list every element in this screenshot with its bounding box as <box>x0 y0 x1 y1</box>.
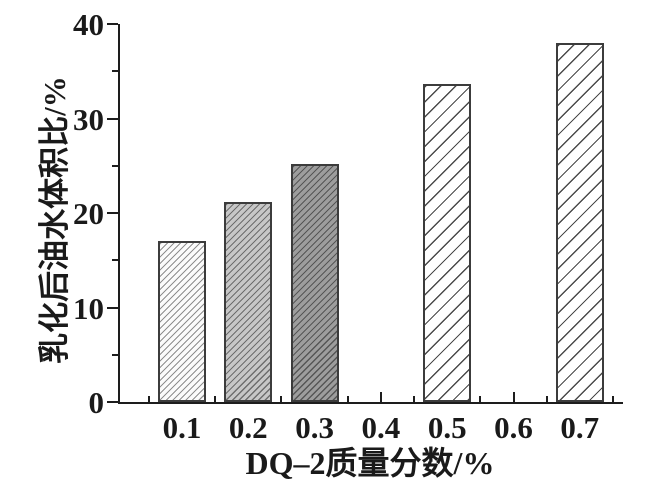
y-minor-tick <box>112 164 118 167</box>
y-tick-label: 0 <box>88 385 105 420</box>
bar-x-0_5 <box>423 83 472 402</box>
x-axis-title: DQ–2质量分数/% <box>245 445 495 481</box>
x-minor-tick <box>346 396 349 402</box>
y-major-tick <box>107 23 118 25</box>
x-minor-tick <box>214 396 217 402</box>
x-tick-label: 0.2 <box>228 410 268 445</box>
y-tick-label: 30 <box>73 101 104 137</box>
x-minor-tick <box>280 396 283 402</box>
x-axis-line <box>118 402 623 404</box>
x-tick-label: 0.5 <box>427 410 467 445</box>
x-major-tick <box>512 392 515 402</box>
y-axis-line <box>118 24 120 404</box>
y-major-tick <box>107 306 118 309</box>
bar-x-0_7 <box>555 42 604 402</box>
x-minor-tick <box>611 396 614 402</box>
y-minor-tick <box>112 259 118 262</box>
x-tick-label: 0.1 <box>162 410 202 445</box>
bar-x-0_3 <box>290 163 339 402</box>
y-minor-tick <box>112 353 118 356</box>
y-minor-tick <box>112 70 118 73</box>
y-major-tick <box>107 117 118 120</box>
x-minor-tick <box>413 396 416 402</box>
y-tick-label: 40 <box>73 7 104 42</box>
y-tick-label: 20 <box>73 196 104 231</box>
x-tick-label: 0.7 <box>560 410 600 445</box>
x-tick-label: 0.3 <box>295 410 334 445</box>
y-tick-label: 10 <box>73 290 104 326</box>
bar-x-0_1 <box>158 241 206 402</box>
x-minor-tick <box>147 396 150 402</box>
y-major-tick <box>107 212 118 214</box>
x-tick-label: 0.4 <box>361 410 401 445</box>
y-axis-title: 乳化后油水体积比/% <box>37 76 72 364</box>
x-minor-tick <box>479 396 482 402</box>
y-major-tick <box>107 401 118 403</box>
x-major-tick <box>379 392 382 402</box>
bar-x-0_2 <box>224 201 273 402</box>
x-tick-label: 0.6 <box>494 410 533 445</box>
x-minor-tick <box>545 396 548 402</box>
